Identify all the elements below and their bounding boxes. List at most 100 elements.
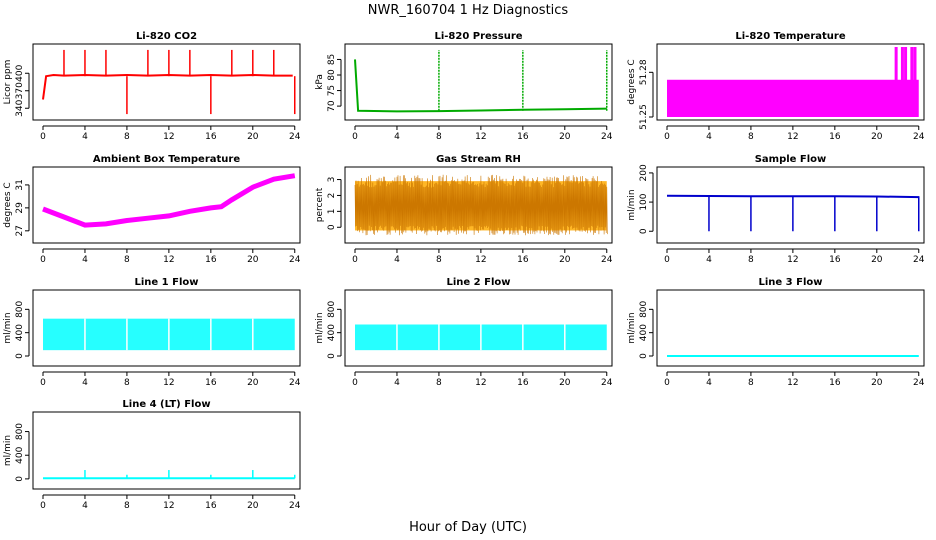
x-tick-label: 12	[163, 255, 174, 265]
y-tick-label: 0	[639, 353, 649, 359]
y-axis-label: ml/min	[315, 312, 325, 343]
x-tick-label: 12	[787, 378, 798, 388]
x-tick-label: 4	[394, 378, 400, 388]
panel-title: Line 1 Flow	[135, 277, 199, 288]
y-tick-label: 200	[639, 164, 649, 181]
x-tick-label: 4	[394, 132, 400, 142]
y-axis-label: degrees C	[3, 182, 13, 227]
y-axis-label: ml/min	[3, 312, 13, 343]
x-tick-label: 24	[913, 255, 925, 265]
x-tick-label: 0	[40, 501, 46, 511]
x-tick-label: 8	[124, 255, 130, 265]
data-line	[42, 173, 296, 228]
x-tick-label: 4	[394, 255, 400, 265]
x-tick-label: 24	[913, 132, 925, 142]
x-tick-label: 8	[124, 132, 130, 142]
x-tick-label: 16	[829, 255, 841, 265]
y-tick-label: 400	[639, 324, 649, 341]
x-tick-label: 8	[436, 378, 442, 388]
data-noise	[354, 174, 608, 236]
y-tick-label: 51.28	[639, 59, 649, 85]
y-tick-label: 27	[15, 225, 25, 236]
x-tick-label: 20	[247, 255, 259, 265]
figure-x-label: Hour of Day (UTC)	[409, 520, 527, 535]
y-tick-label: 2	[327, 193, 337, 199]
x-tick-label: 20	[559, 255, 571, 265]
x-tick-label: 24	[289, 132, 301, 142]
data-fill	[667, 79, 919, 117]
panel-4: Ambient Box Temperature 0 4 8 12 16 20 24 27 29 31…	[3, 154, 301, 265]
x-tick-label: 16	[205, 378, 217, 388]
x-tick-label: 8	[748, 132, 754, 142]
x-tick-label: 0	[352, 132, 358, 142]
x-tick-label: 24	[601, 378, 613, 388]
x-tick-label: 24	[289, 501, 301, 511]
x-tick-label: 20	[871, 378, 883, 388]
figure-title: NWR_160704 1 Hz Diagnostics	[368, 3, 569, 18]
y-axis-label: percent	[315, 187, 325, 222]
x-tick-label: 12	[475, 378, 486, 388]
x-tick-label: 20	[247, 378, 259, 388]
x-tick-label: 4	[82, 501, 88, 511]
x-tick-label: 12	[787, 255, 798, 265]
x-tick-label: 0	[40, 378, 46, 388]
x-tick-label: 20	[871, 255, 883, 265]
x-tick-label: 12	[475, 255, 486, 265]
y-tick-label: 1	[327, 208, 337, 214]
x-tick-label: 16	[205, 501, 217, 511]
x-tick-label: 20	[559, 132, 571, 142]
data-spike	[904, 47, 908, 117]
x-tick-label: 24	[289, 378, 301, 388]
x-tick-label: 24	[913, 378, 925, 388]
x-tick-label: 0	[664, 255, 670, 265]
panel-frame	[32, 289, 301, 367]
panel-frame	[344, 289, 613, 367]
x-tick-label: 12	[163, 501, 174, 511]
x-tick-label: 12	[475, 132, 486, 142]
y-tick-label: 400	[15, 324, 25, 341]
y-tick-label: 70	[327, 100, 337, 112]
x-tick-label: 24	[601, 132, 613, 142]
x-tick-label: 16	[205, 132, 217, 142]
y-tick-label: 400	[15, 64, 25, 81]
y-tick-label: 31	[15, 179, 25, 190]
y-tick-label: 100	[639, 193, 649, 210]
panel-title: Line 3 Flow	[759, 277, 823, 288]
y-tick-label: 0	[15, 353, 25, 359]
y-axis-label: ml/min	[3, 435, 13, 466]
data-spike	[913, 47, 917, 117]
y-tick-label: 370	[15, 82, 25, 99]
panel-title: Li-820 Temperature	[735, 31, 845, 42]
y-tick-label: 0	[327, 353, 337, 359]
y-axis-label: degrees C	[627, 59, 637, 104]
x-tick-label: 24	[601, 255, 613, 265]
x-tick-label: 0	[664, 132, 670, 142]
y-tick-label: 800	[327, 300, 337, 317]
x-tick-label: 4	[82, 378, 88, 388]
x-tick-label: 8	[436, 132, 442, 142]
y-tick-label: 340	[15, 99, 25, 116]
panel-title: Line 2 Flow	[447, 277, 511, 288]
x-tick-label: 4	[82, 255, 88, 265]
panel-title: Gas Stream RH	[436, 154, 521, 165]
y-tick-label: 400	[15, 446, 25, 463]
y-axis-label: Licor ppm	[3, 60, 13, 105]
x-tick-label: 12	[163, 378, 174, 388]
y-tick-label: 800	[639, 300, 649, 317]
y-tick-label: 400	[327, 324, 337, 341]
y-tick-label: 0	[15, 476, 25, 482]
x-tick-label: 16	[829, 132, 841, 142]
y-tick-label: 29	[15, 202, 25, 214]
panel-frame	[656, 166, 925, 244]
x-tick-label: 0	[40, 255, 46, 265]
data-spike	[894, 47, 898, 117]
x-tick-label: 0	[40, 132, 46, 142]
x-tick-label: 4	[706, 378, 712, 388]
